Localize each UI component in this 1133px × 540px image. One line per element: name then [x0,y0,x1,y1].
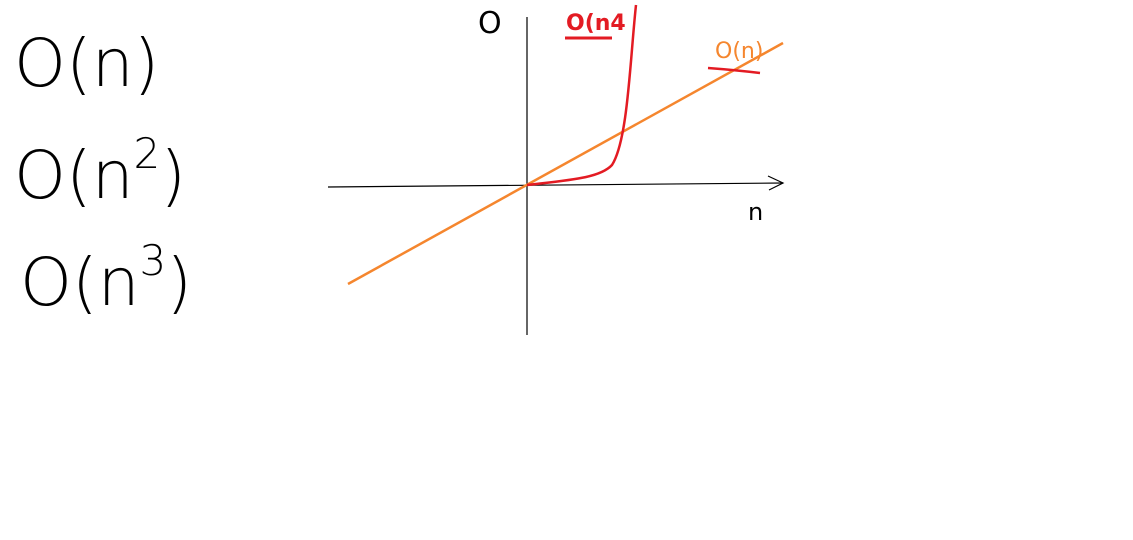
x-axis-label: n [748,198,763,226]
formula-base: O(n [14,137,134,214]
formula-exponent: 3 [140,236,167,285]
formula-close: ) [166,244,192,321]
quartic-curve [526,4,638,187]
formula-close: ) [160,137,186,214]
linear-curve [347,41,784,286]
x-axis-arrow [767,175,785,191]
formula: O(n2) [14,129,186,214]
formula-base: O(n [20,244,140,321]
y-axis-label: O [478,6,502,41]
formula: O(n3) [20,236,192,321]
label-underline [707,66,761,75]
curve-label: O(n4 [566,11,626,36]
curve-label: O(n) [715,39,763,64]
formula-exponent: 2 [134,129,161,178]
x-axis [327,182,784,188]
formula: O(n) [14,25,159,102]
